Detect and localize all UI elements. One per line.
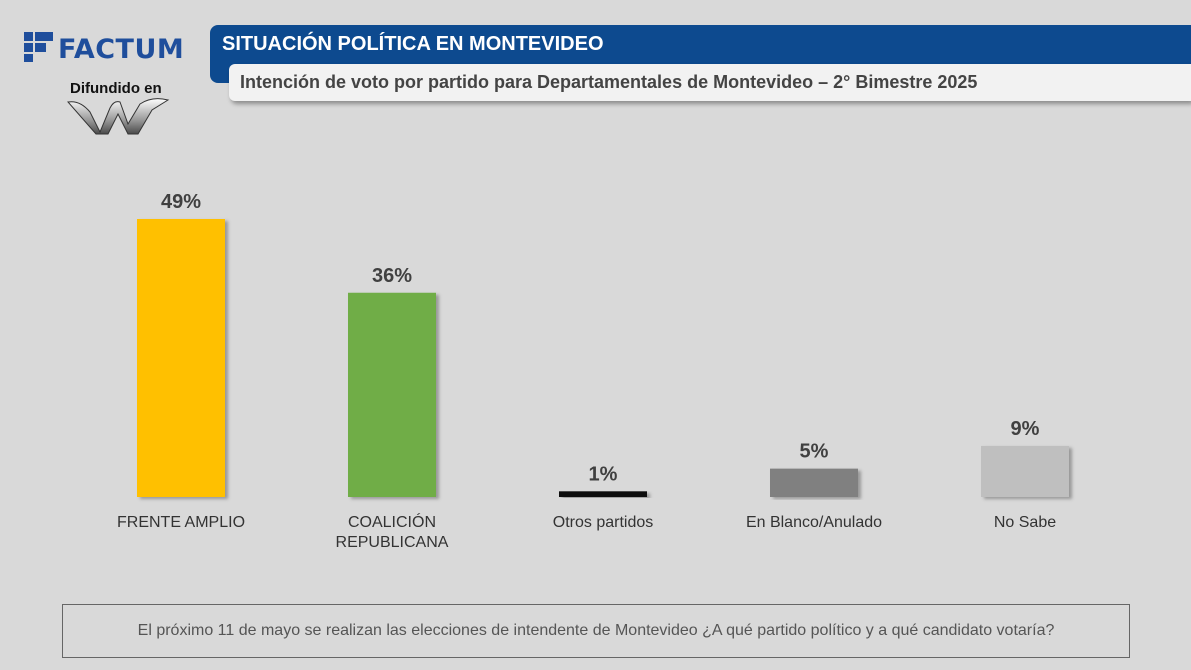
bar-2 — [559, 491, 647, 497]
bar-0 — [137, 219, 225, 497]
bar-chart: 49% FRENTE AMPLIO 36% COALICIÓN REPUBLICANA 1… — [117, 191, 1069, 551]
factum-logo: FACTUM Difundido en — [22, 30, 202, 140]
category-label-line: Otros partidos — [553, 514, 653, 531]
data-label-1: 36% — [372, 265, 412, 287]
subtitle-box — [229, 64, 1191, 101]
category-label-2: Otros partidos — [553, 514, 653, 531]
category-label-1: COALICIÓN REPUBLICANA — [336, 512, 449, 551]
category-label-line: En Blanco/Anulado — [746, 514, 882, 531]
category-label-0: FRENTE AMPLIO — [117, 514, 245, 531]
category-label-4: No Sabe — [994, 514, 1056, 531]
disseminated-label: Difundido en — [70, 80, 162, 97]
bar-1 — [348, 292, 436, 497]
data-label-4: 9% — [1011, 418, 1040, 440]
category-label-line: No Sabe — [994, 514, 1056, 531]
chart-subtitle: Intención de voto por partido para Depar… — [240, 72, 978, 92]
data-label-0: 49% — [161, 191, 201, 213]
bar-3 — [770, 468, 858, 497]
factum-logo-mark-icon — [24, 32, 53, 62]
data-label-3: 5% — [800, 441, 829, 463]
category-label-line: REPUBLICANA — [336, 534, 449, 551]
data-label-2: 1% — [589, 463, 618, 485]
category-label-3: En Blanco/Anulado — [746, 514, 882, 531]
factum-logo-text: FACTUM — [58, 34, 185, 65]
survey-question: El próximo 11 de mayo se realizan las el… — [137, 622, 1055, 639]
page-title: SITUACIÓN POLÍTICA EN MONTEVIDEO — [222, 33, 604, 55]
bar-4 — [981, 445, 1069, 497]
category-label-line: FRENTE AMPLIO — [117, 514, 245, 531]
survey-question-box: El próximo 11 de mayo se realizan las el… — [62, 604, 1130, 658]
category-label-line: COALICIÓN — [348, 512, 436, 531]
tv-channel-logo-icon — [67, 98, 170, 135]
